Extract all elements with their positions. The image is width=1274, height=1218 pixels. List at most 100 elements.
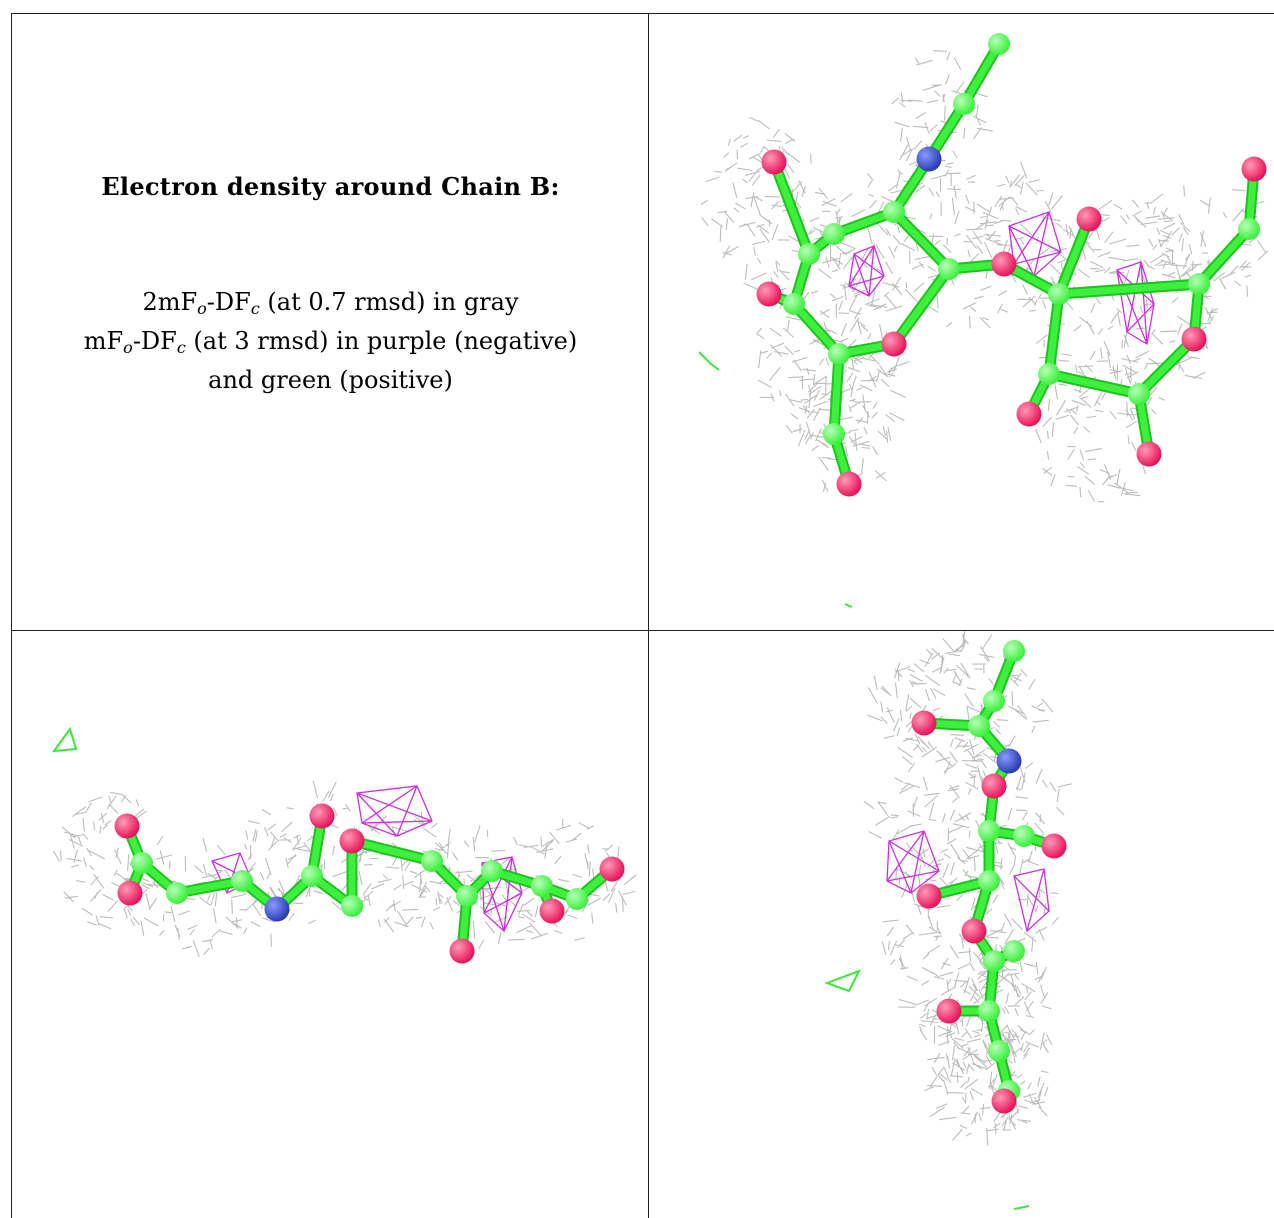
carbon-atom xyxy=(566,888,588,910)
bond-highlight xyxy=(1055,280,1203,298)
bond-highlight xyxy=(348,837,436,865)
carbon-atom xyxy=(978,820,1000,842)
carbon-atom xyxy=(531,875,553,897)
density-image-front-view xyxy=(698,33,1269,608)
density-mesh xyxy=(700,116,837,290)
difference-map-mesh xyxy=(886,830,940,894)
oxygen-atom xyxy=(1241,156,1267,182)
difference-map-mesh xyxy=(1116,261,1155,346)
density-mesh xyxy=(1034,351,1157,503)
positive-density-fragment xyxy=(51,726,78,753)
oxygen-atom xyxy=(1016,401,1042,427)
carbon-atom xyxy=(983,950,1005,972)
view-bottom-left xyxy=(12,631,648,1218)
oxygen-atom xyxy=(449,938,475,964)
bond-highlight xyxy=(173,877,246,897)
difference-map-mesh xyxy=(1008,211,1062,277)
oxygen-atom xyxy=(114,813,140,839)
carbon-atom xyxy=(1128,383,1150,405)
difference-map-mesh xyxy=(848,245,885,297)
oxygen-atom xyxy=(117,880,143,906)
oxygen-atom xyxy=(936,998,962,1024)
border-middle-horizontal xyxy=(11,630,1274,631)
carbon-atom xyxy=(828,343,850,365)
oxygen-atom xyxy=(1136,441,1162,467)
bond-highlight xyxy=(830,350,843,438)
density-mesh xyxy=(52,792,173,930)
caption-cell: Electron density around Chain B: 2mFo-DF… xyxy=(12,14,648,630)
carbon-atom xyxy=(983,690,1005,712)
border-top xyxy=(11,13,1274,14)
carbon-atom xyxy=(1188,273,1210,295)
caption-line-3: and green (positive) xyxy=(208,366,453,394)
oxygen-atom xyxy=(539,898,565,924)
oxygen-atom xyxy=(1181,326,1207,352)
carbon-atom xyxy=(166,882,188,904)
oxygen-atom xyxy=(339,828,365,854)
carbon-atom xyxy=(968,715,990,737)
positive-density-fragment xyxy=(698,351,720,371)
border-left xyxy=(11,13,12,1218)
oxygen-atom xyxy=(1076,206,1102,232)
bond-highlight xyxy=(1135,335,1198,398)
bond-highlight xyxy=(890,208,953,273)
carbon-atom xyxy=(301,865,323,887)
carbon-atom xyxy=(988,1040,1010,1062)
carbon-atom xyxy=(883,201,905,223)
carbon-atom xyxy=(131,852,153,874)
bond-highlight xyxy=(1055,215,1093,298)
carbon-atom xyxy=(978,1000,1000,1022)
view-top-right xyxy=(649,14,1274,630)
oxygen-atom xyxy=(836,471,862,497)
carbon-atom xyxy=(798,243,820,265)
carbon-atom xyxy=(1038,363,1060,385)
carbon-atom xyxy=(456,885,478,907)
oxygen-atom xyxy=(1041,833,1067,859)
carbon-atom xyxy=(953,93,975,115)
caption: Electron density around Chain B: 2mFo-DF… xyxy=(12,14,648,630)
oxygen-atom xyxy=(761,149,787,175)
oxygen-atom xyxy=(981,773,1007,799)
difference-map-mesh xyxy=(1013,868,1050,933)
border-middle-vertical xyxy=(648,13,649,1218)
bond-highlight xyxy=(890,265,953,348)
positive-density-fragment xyxy=(844,603,853,608)
view-bottom-right xyxy=(649,631,1274,1218)
carbon-atom xyxy=(421,850,443,872)
difference-map-mesh xyxy=(356,785,433,837)
oxygen-atom xyxy=(991,251,1017,277)
oxygen-atom xyxy=(309,803,335,829)
bond-highlight xyxy=(770,158,813,258)
nitrogen-atom xyxy=(996,748,1022,774)
oxygen-atom xyxy=(991,1088,1017,1114)
density-mesh xyxy=(1027,193,1218,420)
density-mesh xyxy=(867,631,1054,763)
carbon-atom xyxy=(823,223,845,245)
carbon-atom xyxy=(1003,940,1025,962)
bond-highlight xyxy=(1045,370,1143,398)
positive-density-fragment xyxy=(824,969,862,993)
oxygen-atom xyxy=(881,331,907,357)
carbon-atom xyxy=(1013,825,1035,847)
bond-highlight xyxy=(960,40,1003,108)
density-mesh xyxy=(863,741,1072,890)
bond-highlight xyxy=(790,300,843,358)
carbon-atom xyxy=(988,33,1010,55)
carbon-atom xyxy=(231,870,253,892)
oxygen-atom xyxy=(599,856,625,882)
figure-table: Electron density around Chain B: 2mFo-DF… xyxy=(11,13,1274,1218)
oxygen-atom xyxy=(756,281,782,307)
carbon-atom xyxy=(823,423,845,445)
density-image-end-on-view xyxy=(824,631,1072,1210)
density-image-side-view xyxy=(51,726,637,964)
nitrogen-atom xyxy=(916,146,942,172)
oxygen-atom xyxy=(916,883,942,909)
carbon-atom xyxy=(1048,283,1070,305)
bond-highlight xyxy=(1195,225,1253,288)
carbon-atom xyxy=(341,895,363,917)
positive-density-fragment xyxy=(1013,1205,1030,1210)
caption-line-1: 2mFo-DFc (at 0.7 rmsd) in gray xyxy=(142,288,519,318)
carbon-atom xyxy=(938,258,960,280)
caption-line-2: mFo-DFc (at 3 rmsd) in purple (negative) xyxy=(83,327,578,357)
oxygen-atom xyxy=(961,918,987,944)
